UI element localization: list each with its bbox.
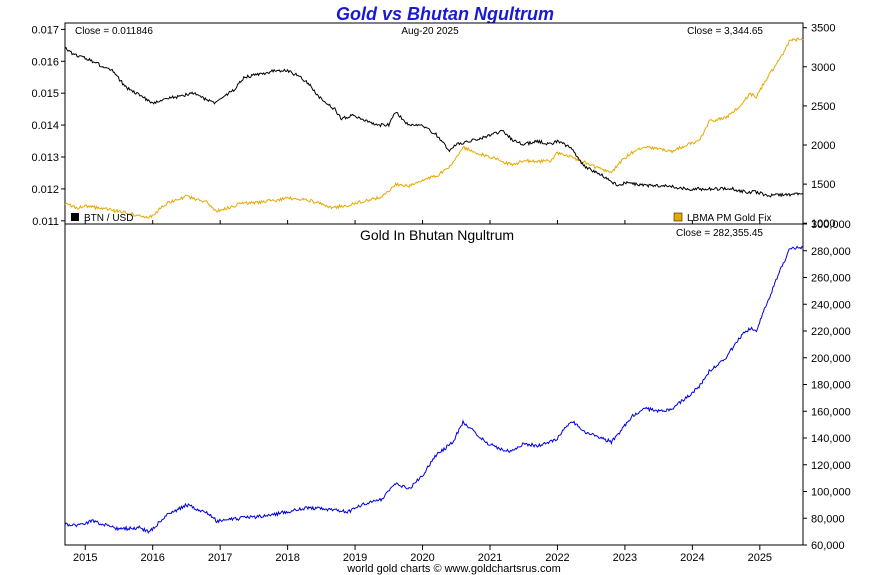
y-right-tick-label: 160,000 bbox=[811, 406, 851, 418]
y-left-tick-label: 0.017 bbox=[31, 24, 59, 36]
y-left-tick-label: 0.013 bbox=[31, 152, 59, 164]
series-gold-in-btn-line bbox=[64, 245, 804, 534]
y-right-tick-label: 3000 bbox=[811, 62, 835, 74]
y-right-tick-label: 1500 bbox=[811, 179, 835, 191]
top-header-center: Aug-20 2025 bbox=[401, 26, 459, 37]
y-left-tick-label: 0.014 bbox=[31, 120, 59, 132]
bottom-plot-frame bbox=[64, 223, 804, 546]
bottom-series-group bbox=[64, 245, 804, 534]
x-tick-label: 2025 bbox=[748, 552, 772, 564]
series-btn-usd-line bbox=[64, 46, 804, 198]
y-right-tick-label: 80,000 bbox=[811, 513, 845, 525]
x-tick-label: 2015 bbox=[73, 552, 97, 564]
y-right-tick-label: 1000 bbox=[811, 218, 835, 230]
y-right-tick-label: 200,000 bbox=[811, 353, 851, 365]
x-tick-label: 2019 bbox=[343, 552, 367, 564]
y-right-tick-label: 180,000 bbox=[811, 380, 851, 392]
y-right-tick-label: 300,000 bbox=[811, 219, 851, 231]
legend-gold-label: LBMA PM Gold Fix bbox=[687, 213, 771, 224]
top-header-right: Close = 3,344.65 bbox=[687, 26, 763, 37]
y-right-tick-label: 2000 bbox=[811, 140, 835, 152]
top-panel: Close = 0.011846 Aug-20 2025 Close = 3,3… bbox=[31, 22, 835, 230]
y-right-tick-label: 240,000 bbox=[811, 299, 851, 311]
bottom-panel: Gold In Bhutan Ngultrum Close = 282,355.… bbox=[64, 219, 851, 552]
x-tick-label: 2016 bbox=[140, 552, 164, 564]
top-series-group bbox=[64, 37, 804, 219]
bottom-right-axis: 60,000 80,000 100,000 120,000 140,000 160,000… bbox=[803, 219, 851, 552]
x-axis: 2015 2016 2017 2018 2019 2020 2021 2022 2023 2024… bbox=[73, 220, 772, 564]
y-right-tick-label: 260,000 bbox=[811, 273, 851, 285]
y-right-tick-label: 220,000 bbox=[811, 326, 851, 338]
x-tick-label: 2023 bbox=[613, 552, 637, 564]
x-tick-label: 2024 bbox=[680, 552, 704, 564]
top-left-axis: 0.011 0.012 0.013 0.014 0.015 0.016 0.017 bbox=[31, 24, 65, 228]
top-plot-frame bbox=[64, 22, 804, 225]
y-left-tick-label: 0.015 bbox=[31, 88, 59, 100]
x-tick-label: 2020 bbox=[410, 552, 434, 564]
series-gold-line bbox=[64, 37, 804, 219]
top-right-axis: 1000 1500 2000 2500 3000 3500 bbox=[803, 23, 835, 230]
legend-btn-label: BTN / USD bbox=[84, 213, 133, 224]
y-right-tick-label: 280,000 bbox=[811, 246, 851, 258]
y-left-tick-label: 0.016 bbox=[31, 56, 59, 68]
legend-gold-swatch bbox=[673, 212, 683, 222]
chart-title: Gold vs Bhutan Ngultrum bbox=[336, 4, 554, 24]
y-left-tick-label: 0.012 bbox=[31, 184, 59, 196]
y-right-tick-label: 3500 bbox=[811, 23, 835, 35]
x-tick-label: 2021 bbox=[478, 552, 502, 564]
bottom-title: Gold In Bhutan Ngultrum bbox=[360, 227, 514, 243]
y-right-tick-label: 60,000 bbox=[811, 540, 845, 552]
y-right-tick-label: 140,000 bbox=[811, 433, 851, 445]
x-tick-label: 2018 bbox=[275, 552, 299, 564]
top-header-left: Close = 0.011846 bbox=[75, 26, 153, 37]
x-tick-label: 2017 bbox=[208, 552, 232, 564]
y-right-tick-label: 120,000 bbox=[811, 460, 851, 472]
y-right-tick-label: 2500 bbox=[811, 101, 835, 113]
bottom-header-right: Close = 282,355.45 bbox=[676, 228, 763, 239]
y-left-tick-label: 0.011 bbox=[32, 216, 59, 228]
x-tick-label: 2022 bbox=[545, 552, 569, 564]
footer-credit: world gold charts © www.goldchartsrus.co… bbox=[346, 563, 561, 575]
legend-btn-swatch bbox=[71, 213, 79, 221]
y-right-tick-label: 100,000 bbox=[811, 487, 851, 499]
